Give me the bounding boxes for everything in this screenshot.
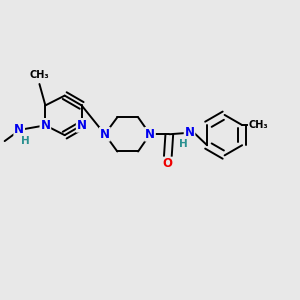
Text: O: O bbox=[163, 158, 173, 170]
Text: H: H bbox=[21, 136, 30, 146]
Text: H: H bbox=[179, 139, 188, 149]
Text: N: N bbox=[145, 128, 155, 141]
Text: CH₃: CH₃ bbox=[30, 70, 49, 80]
Text: N: N bbox=[14, 123, 24, 136]
Text: N: N bbox=[76, 119, 87, 132]
Text: N: N bbox=[100, 128, 110, 141]
Text: N: N bbox=[40, 119, 50, 132]
Text: CH₃: CH₃ bbox=[249, 120, 268, 130]
Text: N: N bbox=[184, 126, 194, 139]
